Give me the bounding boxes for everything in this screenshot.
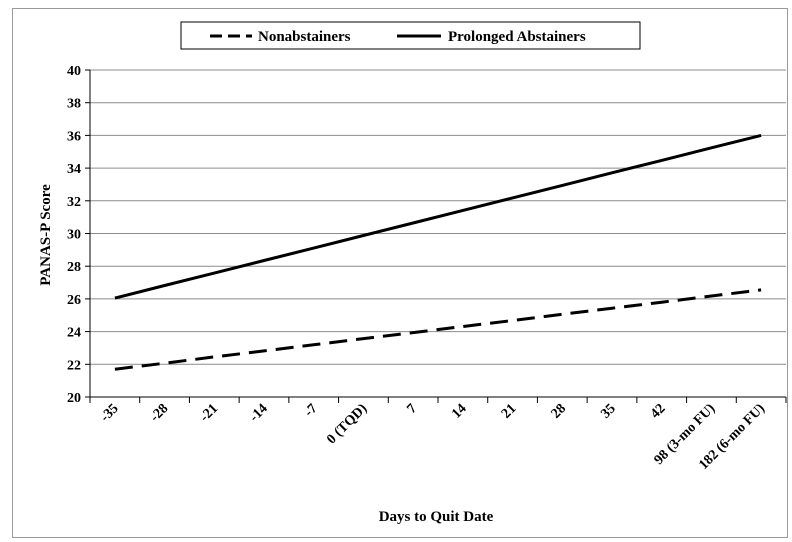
y-axis-title: PANAS-P Score <box>38 184 54 286</box>
y-tick-label: 40 <box>67 64 81 79</box>
y-tick-label: 20 <box>67 391 81 406</box>
x-tick-label: 28 <box>549 401 570 422</box>
y-tick-label: 38 <box>67 97 81 112</box>
x-tick-label: -28 <box>148 401 172 425</box>
x-tick-label: -7 <box>302 401 321 420</box>
legend-label-nonabstainers: Nonabstainers <box>258 29 351 45</box>
x-tick-label: 21 <box>499 401 520 422</box>
y-tick-label: 22 <box>67 358 81 373</box>
x-tick-label: 14 <box>449 401 470 422</box>
y-tick-label: 30 <box>67 228 81 243</box>
y-tick-label: 28 <box>67 260 81 275</box>
x-tick-label: -35 <box>98 401 122 425</box>
y-tick-label: 26 <box>67 293 81 308</box>
series-line-nonabstainers <box>114 288 762 371</box>
axes <box>85 69 787 403</box>
y-tick-label: 24 <box>67 326 81 341</box>
legend-label-prolonged-abstainers: Prolonged Abstainers <box>448 29 586 45</box>
series-lines <box>114 133 762 371</box>
series-line-prolonged-abstainers <box>114 133 762 300</box>
y-tick-label: 32 <box>67 195 81 210</box>
x-axis-title: Days to Quit Date <box>379 509 494 525</box>
y-tick-label: 36 <box>67 129 81 144</box>
y-tick-label: 34 <box>67 162 81 177</box>
legend: Nonabstainers Prolonged Abstainers <box>180 21 641 50</box>
x-tick-label: 42 <box>648 401 669 422</box>
x-tick-label: 0 (TQD) <box>324 401 370 447</box>
x-tick-label: -14 <box>247 401 271 425</box>
x-tick-label: 35 <box>598 401 619 422</box>
gridlines <box>90 69 786 365</box>
x-tick-label: -21 <box>197 401 221 425</box>
x-tick-label: 7 <box>404 401 420 417</box>
chart-frame <box>12 8 788 538</box>
y-tick-labels: 20 22 24 26 28 30 32 34 36 38 40 <box>67 64 81 406</box>
